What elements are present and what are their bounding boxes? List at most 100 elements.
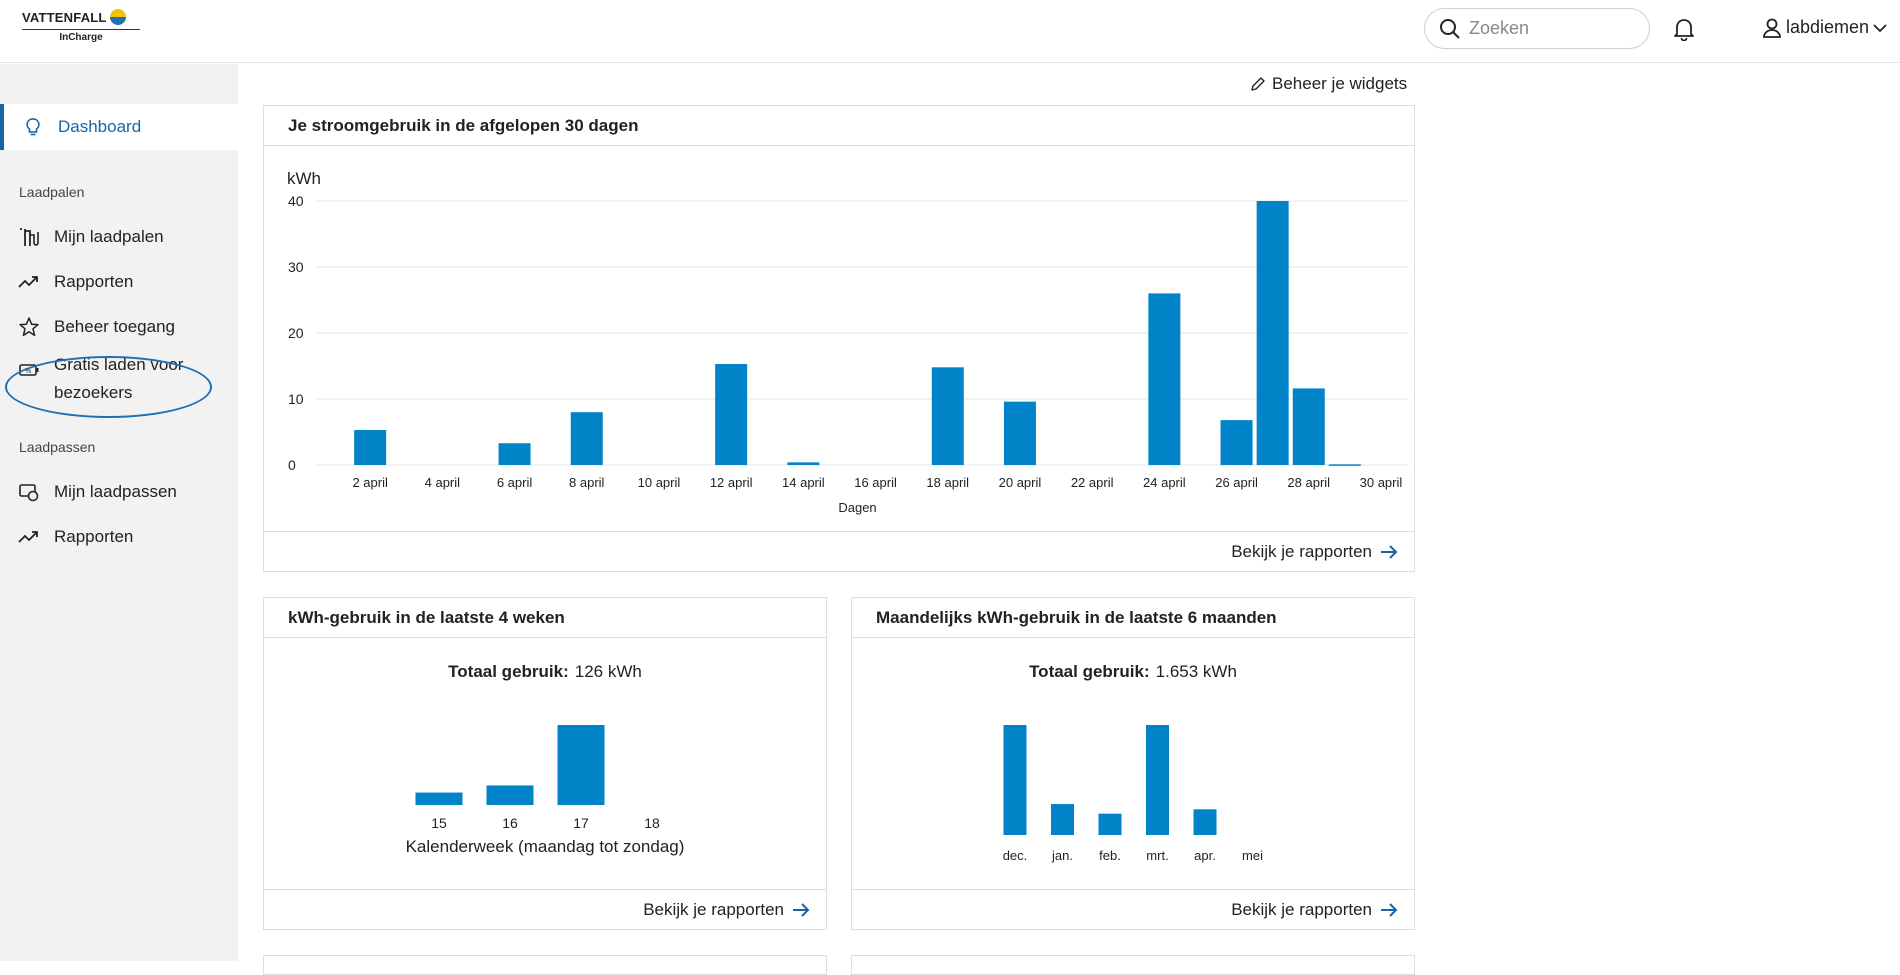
card-title: Je stroomgebruik in de afgelopen 30 dage…: [264, 106, 1414, 146]
y-tick-label: 40: [288, 193, 304, 209]
x-tick-label: 2 april: [352, 475, 388, 490]
x-tick-label: 15: [431, 815, 447, 831]
sidebar-item-beheer-toegang[interactable]: Beheer toegang: [0, 314, 238, 340]
y-tick-label: 0: [288, 457, 296, 473]
chart-bar[interactable]: [486, 785, 534, 805]
y-tick-label: 30: [288, 259, 304, 275]
sidebar-item-label: Mijn laadpalen: [54, 227, 164, 246]
chart-bar[interactable]: [1146, 725, 1169, 835]
chart-bar[interactable]: [354, 430, 387, 465]
manage-widgets-label: Beheer je widgets: [1272, 74, 1408, 93]
chart-bar[interactable]: [1256, 201, 1289, 465]
logo-divider: [22, 29, 140, 30]
card-footer: Bekijk je rapporten: [264, 889, 826, 929]
sidebar-item-rapporten-laadpassen[interactable]: Rapporten: [0, 524, 238, 550]
logo-sun-icon: [109, 9, 126, 25]
sidebar-item-label: Dashboard: [58, 117, 142, 136]
view-reports-link[interactable]: Bekijk je rapporten: [643, 900, 810, 920]
sidebar: Dashboard Laadpalen Mijn laadpalen Rappo…: [0, 64, 238, 961]
total-usage-label: Totaal gebruik:: [1029, 662, 1150, 681]
section-label-laadpassen: Laadpassen: [19, 439, 96, 455]
card-title: kWh-gebruik in de laatste 4 weken: [264, 598, 826, 638]
search-box[interactable]: [1424, 8, 1650, 49]
user-menu[interactable]: labdiemen: [1762, 17, 1891, 38]
arrow-right-icon: [1381, 903, 1398, 917]
trending-up-icon: [18, 526, 40, 548]
chart-bar[interactable]: [570, 412, 603, 465]
lightbulb-icon: [22, 116, 44, 138]
top-header: VATTENFALL InCharge labdiemen: [0, 0, 1900, 63]
manage-widgets-link[interactable]: Beheer je widgets: [1250, 74, 1407, 94]
chart-30-days: kWh 0 10 20 30 40 2 april 4 april 6 april 8 april…: [287, 169, 1409, 515]
view-reports-link[interactable]: Bekijk je rapporten: [1231, 900, 1398, 920]
y-axis-label: kWh: [287, 169, 321, 188]
chart-bar[interactable]: [931, 367, 964, 465]
sidebar-item-mijn-laadpassen[interactable]: Mijn laadpassen: [0, 479, 238, 505]
sidebar-item-rapporten-laadpalen[interactable]: Rapporten: [0, 269, 238, 295]
chart-bar[interactable]: [715, 364, 748, 465]
x-tick-label: 10 april: [638, 475, 681, 490]
chart-bar[interactable]: [787, 462, 820, 465]
total-usage: Totaal gebruik: 1.653 kWh: [852, 662, 1414, 682]
chart-bar[interactable]: [1148, 293, 1181, 465]
star-icon: [18, 316, 40, 338]
chart-bar[interactable]: [415, 792, 463, 805]
section-label-laadpalen: Laadpalen: [19, 184, 85, 200]
card-footer: Bekijk je rapporten: [264, 531, 1414, 571]
chart-bar[interactable]: [498, 443, 531, 465]
x-tick-label: 4 april: [425, 475, 461, 490]
highlight-annotation-oval: [5, 356, 212, 418]
search-input[interactable]: [1469, 18, 1639, 39]
arrow-right-icon: [1381, 545, 1398, 559]
chart-bar[interactable]: [1003, 401, 1036, 465]
x-tick-label: 18: [644, 815, 660, 831]
sidebar-item-label: Mijn laadpassen: [54, 482, 177, 501]
charge-card-icon: [18, 481, 40, 503]
vattenfall-logo[interactable]: VATTENFALL InCharge: [22, 8, 140, 43]
trending-up-icon: [18, 271, 40, 293]
chart-bar[interactable]: [1051, 804, 1074, 835]
chart-6-months: dec. jan. feb. mrt. apr. mei: [1003, 725, 1263, 863]
x-tick-label: dec.: [1003, 848, 1028, 863]
x-tick-label: apr.: [1194, 848, 1216, 863]
x-tick-label: feb.: [1099, 848, 1121, 863]
chart-bar[interactable]: [1328, 464, 1361, 466]
charging-station-icon: [18, 226, 40, 248]
x-tick-label: mei: [1242, 848, 1263, 863]
y-tick-label: 20: [288, 325, 304, 341]
sidebar-item-dashboard[interactable]: Dashboard: [0, 104, 238, 150]
x-tick-label: 24 april: [1143, 475, 1186, 490]
chart-4-weeks: 15 16 17 18 Kalenderweek (maandag tot zondag…: [406, 725, 684, 856]
x-tick-label: jan.: [1051, 848, 1073, 863]
total-usage-value: 1.653 kWh: [1155, 662, 1237, 681]
chart-bar[interactable]: [1098, 813, 1122, 835]
sidebar-item-label: Beheer toegang: [54, 317, 175, 336]
x-tick-label: 12 april: [710, 475, 753, 490]
x-tick-label: 30 april: [1360, 475, 1403, 490]
x-tick-label: 22 april: [1071, 475, 1114, 490]
pencil-icon: [1251, 77, 1265, 91]
x-tick-label: 17: [573, 815, 589, 831]
bell-icon[interactable]: [1673, 17, 1695, 41]
chart-bar[interactable]: [557, 725, 605, 805]
chart-bar[interactable]: [1220, 420, 1253, 465]
chart-bar[interactable]: [1003, 725, 1027, 835]
x-tick-label: 20 april: [999, 475, 1042, 490]
chart-bar[interactable]: [1292, 388, 1325, 465]
card-title: Maandelijks kWh-gebruik in de laatste 6 …: [852, 598, 1414, 638]
card-6-months: Maandelijks kWh-gebruik in de laatste 6 …: [851, 597, 1415, 930]
y-tick-label: 10: [288, 391, 304, 407]
total-usage-value: 126 kWh: [574, 662, 642, 681]
view-reports-link[interactable]: Bekijk je rapporten: [1231, 542, 1398, 562]
view-reports-label: Bekijk je rapporten: [1231, 900, 1372, 919]
x-axis-label: Dagen: [838, 500, 876, 515]
chart-bar[interactable]: [1193, 809, 1217, 835]
search-icon: [1440, 18, 1460, 39]
card-4-weeks: kWh-gebruik in de laatste 4 weken Totaal…: [263, 597, 827, 930]
chevron-down-icon: [1873, 23, 1887, 32]
total-usage: Totaal gebruik: 126 kWh: [264, 662, 826, 682]
sidebar-item-mijn-laadpalen[interactable]: Mijn laadpalen: [0, 224, 238, 250]
card-footer: Bekijk je rapporten: [852, 889, 1414, 929]
x-tick-label: 28 april: [1287, 475, 1330, 490]
x-tick-label: mrt.: [1146, 848, 1168, 863]
